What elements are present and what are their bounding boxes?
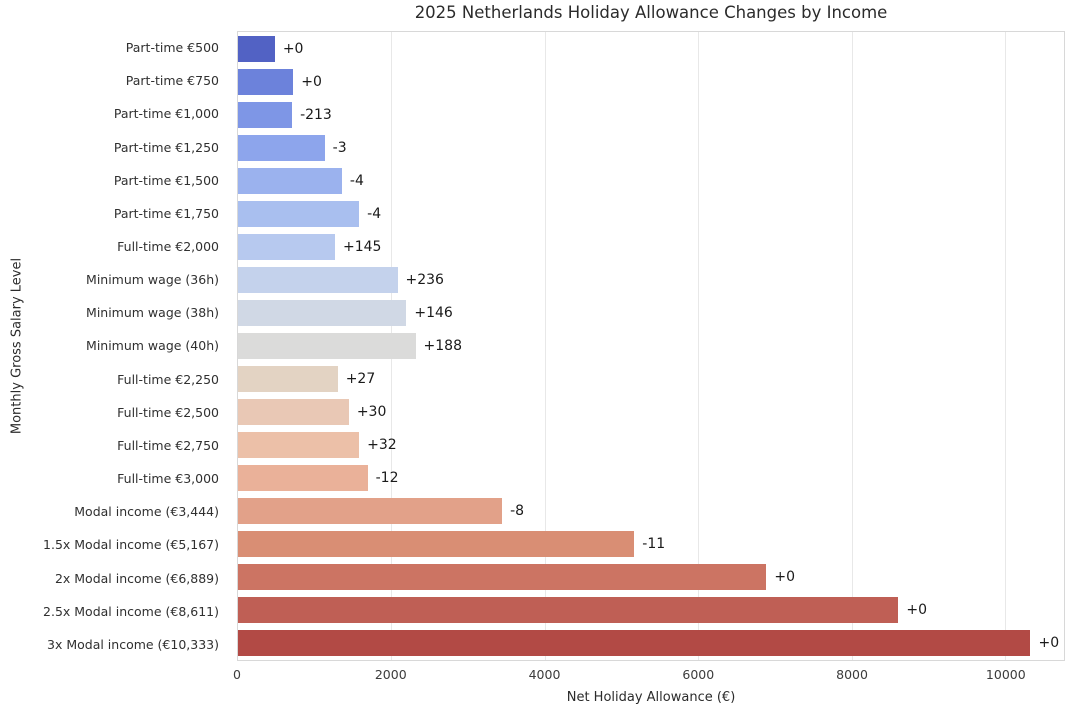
bar bbox=[238, 399, 349, 426]
bar bbox=[238, 597, 899, 624]
bars-container: +0 +0 -213 -3 -4 -4 +145 +236 +146 +188 +27 +30 +32-… bbox=[238, 32, 1064, 660]
x-axis-title: Net Holiday Allowance (€) bbox=[566, 690, 736, 705]
bar-value-label: -11 bbox=[642, 536, 666, 553]
bar bbox=[238, 498, 503, 525]
bar-value-label: +30 bbox=[356, 404, 387, 421]
bar-row: -12 bbox=[238, 462, 1064, 495]
bar bbox=[238, 167, 342, 194]
category-label: Part-time €1,500 bbox=[113, 172, 219, 188]
bar bbox=[238, 332, 416, 359]
x-axis-tick-labels: 0 2000 4000 6000 8000 10000 bbox=[233, 667, 1065, 685]
bar-row: +30 bbox=[238, 396, 1064, 429]
bar bbox=[238, 266, 398, 293]
bar-row: +236 bbox=[238, 263, 1064, 296]
bar-row: +146 bbox=[238, 296, 1064, 329]
gridline bbox=[698, 32, 700, 660]
bar bbox=[238, 101, 293, 128]
bar-value-label: +146 bbox=[414, 304, 453, 321]
category-label: Full-time €2,500 bbox=[117, 404, 219, 420]
category-label: Modal income (€3,444) bbox=[74, 504, 219, 520]
bar bbox=[238, 200, 360, 227]
bar-value-label: +0 bbox=[774, 569, 795, 586]
x-tick-label: 2000 bbox=[374, 667, 407, 682]
bar-value-label: +0 bbox=[1038, 635, 1060, 652]
bar-value-label: -4 bbox=[367, 205, 382, 222]
bar bbox=[238, 233, 336, 260]
bar-row: -11 bbox=[238, 528, 1064, 561]
category-label: Minimum wage (36h) bbox=[86, 272, 219, 288]
bar-value-label: -3 bbox=[332, 139, 347, 156]
bar-row: +0 bbox=[238, 627, 1064, 660]
plot-area: +0 +0 -213 -3 -4 -4 +145 +236 +146 +188 +27 +30 +32-… bbox=[237, 31, 1065, 661]
category-label: 2x Modal income (€6,889) bbox=[54, 570, 219, 586]
category-label: Full-time €2,000 bbox=[117, 239, 219, 255]
bar-value-label: +0 bbox=[301, 73, 322, 90]
bar bbox=[238, 432, 360, 459]
bar-row: +32 bbox=[238, 429, 1064, 462]
bar-value-label: +145 bbox=[343, 238, 382, 255]
gridline bbox=[851, 32, 853, 660]
category-label: 1.5x Modal income (€5,167) bbox=[43, 537, 219, 553]
bar-value-label: -4 bbox=[349, 172, 364, 189]
gridline bbox=[544, 32, 546, 660]
bar bbox=[238, 365, 338, 392]
bar-value-label: +188 bbox=[423, 337, 462, 354]
x-tick-label: 4000 bbox=[528, 667, 561, 682]
category-label: Part-time €1,250 bbox=[113, 139, 219, 155]
bar bbox=[238, 299, 407, 326]
bar-value-label: +0 bbox=[906, 602, 928, 619]
x-tick-label: 6000 bbox=[682, 667, 715, 682]
bar-value-label: +236 bbox=[405, 271, 444, 288]
bar bbox=[238, 35, 275, 62]
bar-value-label: +32 bbox=[367, 437, 397, 454]
bar-row: +0 bbox=[238, 594, 1064, 627]
bar-row: +145 bbox=[238, 230, 1064, 263]
bar bbox=[238, 68, 294, 95]
category-label: Part-time €500 bbox=[125, 40, 219, 56]
bar bbox=[238, 564, 767, 591]
bar-value-label: -12 bbox=[375, 470, 399, 487]
category-label: 3x Modal income (€10,333) bbox=[47, 636, 219, 652]
category-label: Part-time €1,750 bbox=[113, 205, 219, 221]
bar-value-label: -8 bbox=[510, 503, 525, 520]
bar-row: -3 bbox=[238, 131, 1064, 164]
bar bbox=[238, 531, 635, 558]
category-label: Full-time €2,250 bbox=[117, 371, 219, 387]
bar-row: +0 bbox=[238, 561, 1064, 594]
bar-row: -4 bbox=[238, 164, 1064, 197]
category-label: Minimum wage (38h) bbox=[86, 305, 219, 321]
y-axis-category-labels: Part-time €500 Part-time €750 Part-time €1… bbox=[0, 31, 228, 661]
bar bbox=[238, 630, 1031, 657]
bar-row: -213 bbox=[238, 98, 1064, 131]
gridline bbox=[1004, 32, 1006, 660]
category-label: 2.5x Modal income (€8,611) bbox=[43, 603, 219, 619]
bar-value-label: +27 bbox=[345, 370, 376, 387]
bar bbox=[238, 134, 325, 161]
x-tick-label: 0 bbox=[233, 667, 241, 682]
bar-row: +188 bbox=[238, 329, 1064, 362]
bar-row: -8 bbox=[238, 495, 1064, 528]
bar bbox=[238, 465, 368, 492]
bar-row: +0 bbox=[238, 32, 1064, 65]
chart-title: 2025 Netherlands Holiday Allowance Chang… bbox=[414, 3, 888, 22]
category-label: Part-time €750 bbox=[125, 73, 219, 89]
x-tick-label: 8000 bbox=[836, 667, 868, 682]
bar-value-label: +0 bbox=[282, 40, 304, 57]
category-label: Full-time €2,750 bbox=[117, 437, 219, 453]
bar-row: +27 bbox=[238, 362, 1064, 395]
category-label: Part-time €1,000 bbox=[113, 106, 219, 122]
bar-row: -4 bbox=[238, 197, 1064, 230]
x-tick-label: 10000 bbox=[985, 667, 1026, 682]
category-label: Minimum wage (40h) bbox=[86, 338, 219, 354]
bar-row: +0 bbox=[238, 65, 1064, 98]
bar-value-label: -213 bbox=[300, 106, 332, 123]
category-label: Full-time €3,000 bbox=[117, 471, 219, 487]
